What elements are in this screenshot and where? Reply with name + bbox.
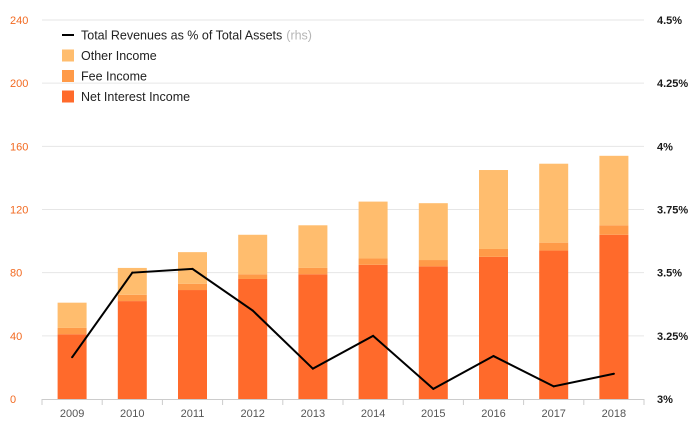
legend-label-text: Net Interest Income [81, 90, 190, 104]
bar-other-income [479, 170, 508, 249]
legend-label-text: Total Revenues as % of Total Assets [81, 29, 282, 43]
x-tick-label: 2011 [181, 408, 205, 420]
y-left-tick-label: 200 [10, 78, 28, 90]
bar-other-income [57, 302, 87, 328]
x-tick-label: 2010 [120, 408, 144, 420]
legend-suffix: (rhs) [286, 29, 312, 43]
legend-label-text: Fee Income [81, 70, 147, 84]
bar-other-income [539, 163, 569, 243]
bar-other-income [418, 203, 448, 261]
legend-label: Net Interest Income [81, 90, 190, 104]
line-point [311, 367, 314, 370]
y-left-tick-label: 80 [10, 268, 22, 280]
bar-fee-income [599, 225, 629, 235]
bar-net-interest-income [298, 274, 328, 399]
line-point [492, 355, 495, 358]
y-right-tick-label: 3.75% [657, 205, 688, 217]
y-left-tick-label: 160 [10, 141, 28, 153]
bar-other-income [358, 201, 388, 259]
y-left-tick-label: 40 [10, 331, 22, 343]
bar-net-interest-income [117, 301, 147, 399]
legend: Total Revenues as % of Total Assets (rhs)… [62, 29, 312, 104]
line-point [372, 334, 375, 337]
bar-other-income [298, 225, 328, 268]
legend-label: Fee Income [81, 70, 147, 84]
x-tick-label: 2014 [361, 408, 385, 420]
x-tick-label: 2016 [481, 408, 505, 420]
y-right-tick-label: 3.25% [657, 331, 688, 343]
line-total-revenues-pct-assets [71, 267, 615, 391]
bar-net-interest-income [358, 264, 388, 399]
x-tick-label: 2018 [602, 408, 626, 420]
bar-net-interest-income [539, 250, 569, 399]
bar-net-interest-income [238, 278, 268, 399]
y-left-tick-label: 240 [10, 15, 28, 27]
bar-fee-income [418, 260, 448, 267]
line-point [432, 387, 435, 390]
bar-fee-income [358, 258, 388, 265]
legend-swatch [62, 70, 74, 82]
y-left-tick-label: 0 [10, 394, 16, 406]
legend-swatch [62, 49, 74, 62]
line-point [191, 267, 194, 270]
x-tick-label: 2012 [240, 408, 264, 420]
y-right-tick-label: 4.25% [657, 78, 688, 90]
y-left-tick-label: 120 [10, 205, 28, 217]
axes: 0 40 80 120 160 200 240 3% 3.25% 3.75% 3.5% 4% 4.25%… [10, 15, 688, 420]
bar-fee-income [117, 294, 147, 302]
bar-net-interest-income [418, 266, 448, 399]
y-right-tick-label: 4% [657, 141, 673, 153]
line-point [131, 271, 134, 274]
y-right-tick-label: 4.5% [657, 15, 682, 27]
bar-net-interest-income [599, 234, 629, 399]
legend-label-text: Other Income [81, 49, 157, 63]
y-right-tick-label: 3.5% [657, 268, 682, 280]
x-tick-label: 2015 [421, 408, 445, 420]
line-point [71, 356, 74, 359]
line-point [251, 309, 254, 312]
line-point [612, 372, 615, 375]
x-tick-label: 2009 [60, 408, 84, 420]
bar-fee-income [238, 274, 268, 279]
x-tick-label: 2017 [541, 408, 565, 420]
bar-fee-income [479, 248, 508, 257]
bar-fee-income [178, 283, 207, 291]
bar-net-interest-income [178, 290, 207, 399]
rhs-line-layer [71, 267, 615, 391]
bar-fee-income [298, 267, 328, 275]
x-tick-label: 2013 [301, 408, 325, 420]
y-right-tick-label: 3% [657, 394, 673, 406]
bar-fee-income [539, 242, 569, 251]
bar-net-interest-income [479, 256, 508, 399]
bar-other-income [238, 234, 268, 275]
bars [57, 155, 629, 399]
bar-fee-income [57, 327, 87, 335]
line-point [552, 385, 555, 388]
legend-swatch [62, 90, 74, 103]
bar-other-income [599, 155, 629, 226]
legend-label: Other Income [81, 49, 157, 63]
legend-label: Total Revenues as % of Total Assets (rhs) [81, 29, 312, 43]
